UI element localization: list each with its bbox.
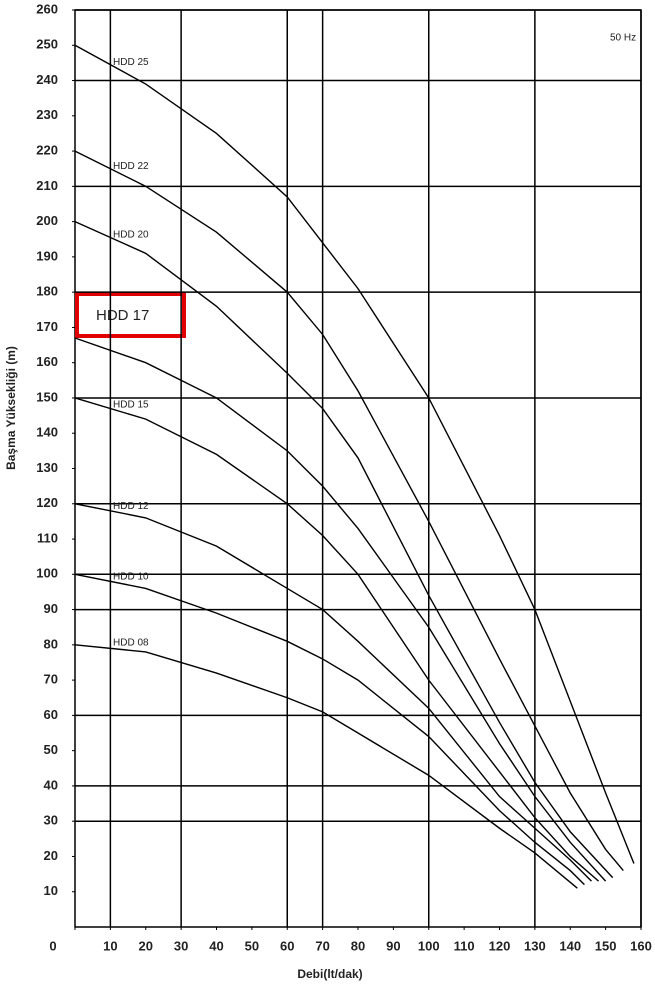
y-tick-label: 130 (36, 460, 58, 475)
y-tick-label: 30 (44, 813, 58, 828)
curve-label: HDD 15 (113, 399, 149, 410)
x-axis-title: Debi(lt/dak) (297, 967, 362, 981)
y-tick-label: 140 (36, 425, 58, 440)
x-tick-label: 140 (559, 938, 581, 953)
annotation: 50 Hz (610, 33, 636, 44)
x-tick-label: 160 (630, 938, 652, 953)
y-tick-label: 240 (36, 72, 58, 87)
plot-frame (74, 9, 642, 928)
y-axis-title: Başma Yüksekliği (m) (4, 346, 18, 470)
curve (74, 503, 592, 882)
curve (74, 44, 635, 864)
y-tick-label: 200 (36, 213, 58, 228)
x-tick-label: 90 (386, 938, 400, 953)
y-tick-label: 180 (36, 284, 58, 299)
x-tick-label: 80 (351, 938, 365, 953)
y-tick-label: 120 (36, 495, 58, 510)
y-tick-label: 70 (44, 672, 58, 687)
highlight-box (75, 292, 186, 338)
curve (74, 573, 585, 886)
y-tick-label: 110 (37, 530, 58, 545)
curve-label: HDD 25 (113, 57, 149, 68)
curve (74, 397, 600, 882)
y-tick-label: 100 (36, 566, 58, 581)
y-tick-label: 250 (36, 37, 58, 52)
y-tick-label: 260 (36, 1, 58, 16)
y-tick-label: 170 (36, 319, 58, 334)
y-tick-label: 90 (44, 601, 58, 616)
highlight-label: HDD 17 (96, 307, 149, 324)
y-tick-label: 10 (44, 883, 58, 898)
y-tick-label: 230 (36, 107, 58, 122)
curve-label: HDD 08 (113, 638, 149, 649)
x-tick-label: 20 (139, 938, 153, 953)
curve (74, 644, 578, 889)
x-tick-label: 40 (209, 938, 223, 953)
x-tick-label: 60 (280, 938, 294, 953)
x-tick-label: 30 (174, 938, 188, 953)
x-tick-label: 130 (524, 938, 546, 953)
curve (74, 220, 614, 879)
x-tick-label: 50 (245, 938, 259, 953)
y-tick-label: 80 (44, 636, 58, 651)
curve-label: HDD 20 (113, 229, 149, 240)
x-tick-label: 100 (418, 938, 440, 953)
y-tick-label: 40 (44, 777, 58, 792)
curve (74, 337, 607, 882)
y-tick-label: 150 (36, 389, 58, 404)
y-tick-label: 60 (44, 707, 58, 722)
x-tick-label: 150 (595, 938, 617, 953)
curve-label: HDD 12 (113, 501, 149, 512)
y-tick-label: 190 (36, 248, 58, 263)
curve-label: HDD 10 (113, 571, 149, 582)
curve-label: HDD 22 (113, 161, 149, 172)
x-tick-label: 120 (489, 938, 511, 953)
x-tick-label: 10 (103, 938, 117, 953)
curve (74, 150, 624, 872)
y-tick-label: 210 (36, 178, 58, 193)
y-tick-label: 160 (36, 354, 58, 369)
x-tick-label: 110 (454, 938, 475, 953)
y-tick-label: 20 (44, 848, 58, 863)
x-tick-label: 0 (49, 938, 56, 953)
y-tick-label: 220 (36, 143, 58, 158)
x-tick-label: 70 (315, 938, 329, 953)
y-tick-label: 50 (44, 742, 58, 757)
